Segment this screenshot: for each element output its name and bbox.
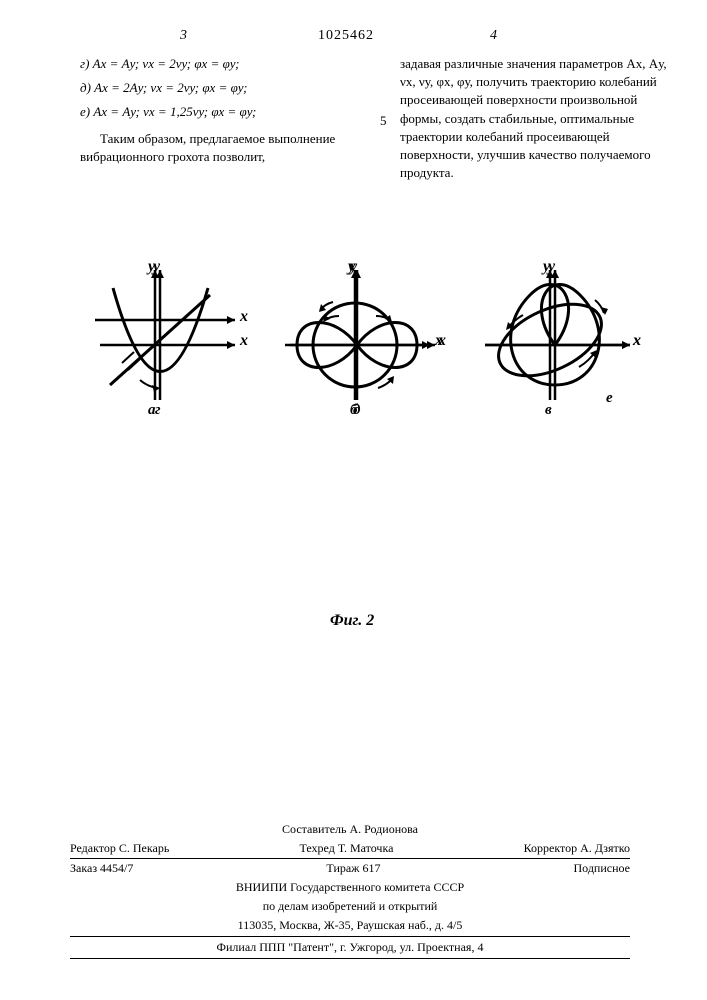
axis-y-g: y <box>153 258 160 276</box>
figure-caption: Фиг. 2 <box>330 612 374 630</box>
equation-d: д) Aх = 2Aу; νх = 2νу; φх = φу; <box>80 79 350 97</box>
left-paragraph: Таким образом, предлагаемое выполнение в… <box>80 130 350 166</box>
left-column: г) Aх = Aу; νх = 2νу; φх = φу; д) Aх = 2… <box>80 55 350 166</box>
axis-x-d: x <box>438 332 446 350</box>
footer-org2: по делам изобретений и открытий <box>70 897 630 916</box>
sublabel-g: г <box>155 402 161 419</box>
equation-g: г) Aх = Aу; νх = 2νу; φх = φу; <box>80 55 350 73</box>
page: 3 1025462 4 5 г) Aх = Aу; νх = 2νу; φх =… <box>0 0 707 1000</box>
footer-order: Заказ 4454/7 <box>70 861 133 876</box>
right-column: задавая различные значения параметров Aх… <box>400 55 670 182</box>
page-number-right: 4 <box>490 28 497 44</box>
page-number-left: 3 <box>180 28 187 44</box>
axis-y-d: y <box>350 258 357 276</box>
figure-2: y x а y x б <box>60 260 650 630</box>
axis-x-e: x <box>633 332 641 350</box>
footer-order-row: Заказ 4454/7 Тираж 617 Подписное <box>70 859 630 878</box>
axis-y-e: y <box>548 258 555 276</box>
subplot-e: y x е <box>470 260 650 410</box>
footer: Составитель А. Родионова Редактор С. Пек… <box>70 820 630 959</box>
sublabel-d: д <box>353 402 360 419</box>
footer-branch: Филиал ППП "Патент", г. Ужгород, ул. Про… <box>70 937 630 959</box>
footer-credits: Редактор С. Пекарь Техред Т. Маточка Кор… <box>70 839 630 859</box>
footer-techred: Техред Т. Маточка <box>300 841 394 856</box>
sublabel-e: е <box>606 390 613 407</box>
footer-corrector: Корректор А. Дзятко <box>524 841 630 856</box>
footer-composer: Составитель А. Родионова <box>70 820 630 839</box>
subplot-d: y x д <box>275 260 455 410</box>
subplot-g: y x г <box>80 260 260 410</box>
margin-line-5: 5 <box>380 113 387 129</box>
axis-x-g: x <box>240 308 248 326</box>
footer-editor: Редактор С. Пекарь <box>70 841 169 856</box>
right-paragraph: задавая различные значения параметров Aх… <box>400 55 670 182</box>
footer-addr: 113035, Москва, Ж-35, Раушская наб., д. … <box>70 916 630 937</box>
footer-subscription: Подписное <box>574 861 631 876</box>
document-number: 1025462 <box>318 28 374 44</box>
equation-e: е) Aх = Aу; νх = 1,25νу; φх = φу; <box>80 103 350 121</box>
footer-tirage: Тираж 617 <box>326 861 380 876</box>
footer-org1: ВНИИПИ Государственного комитета СССР <box>70 878 630 897</box>
